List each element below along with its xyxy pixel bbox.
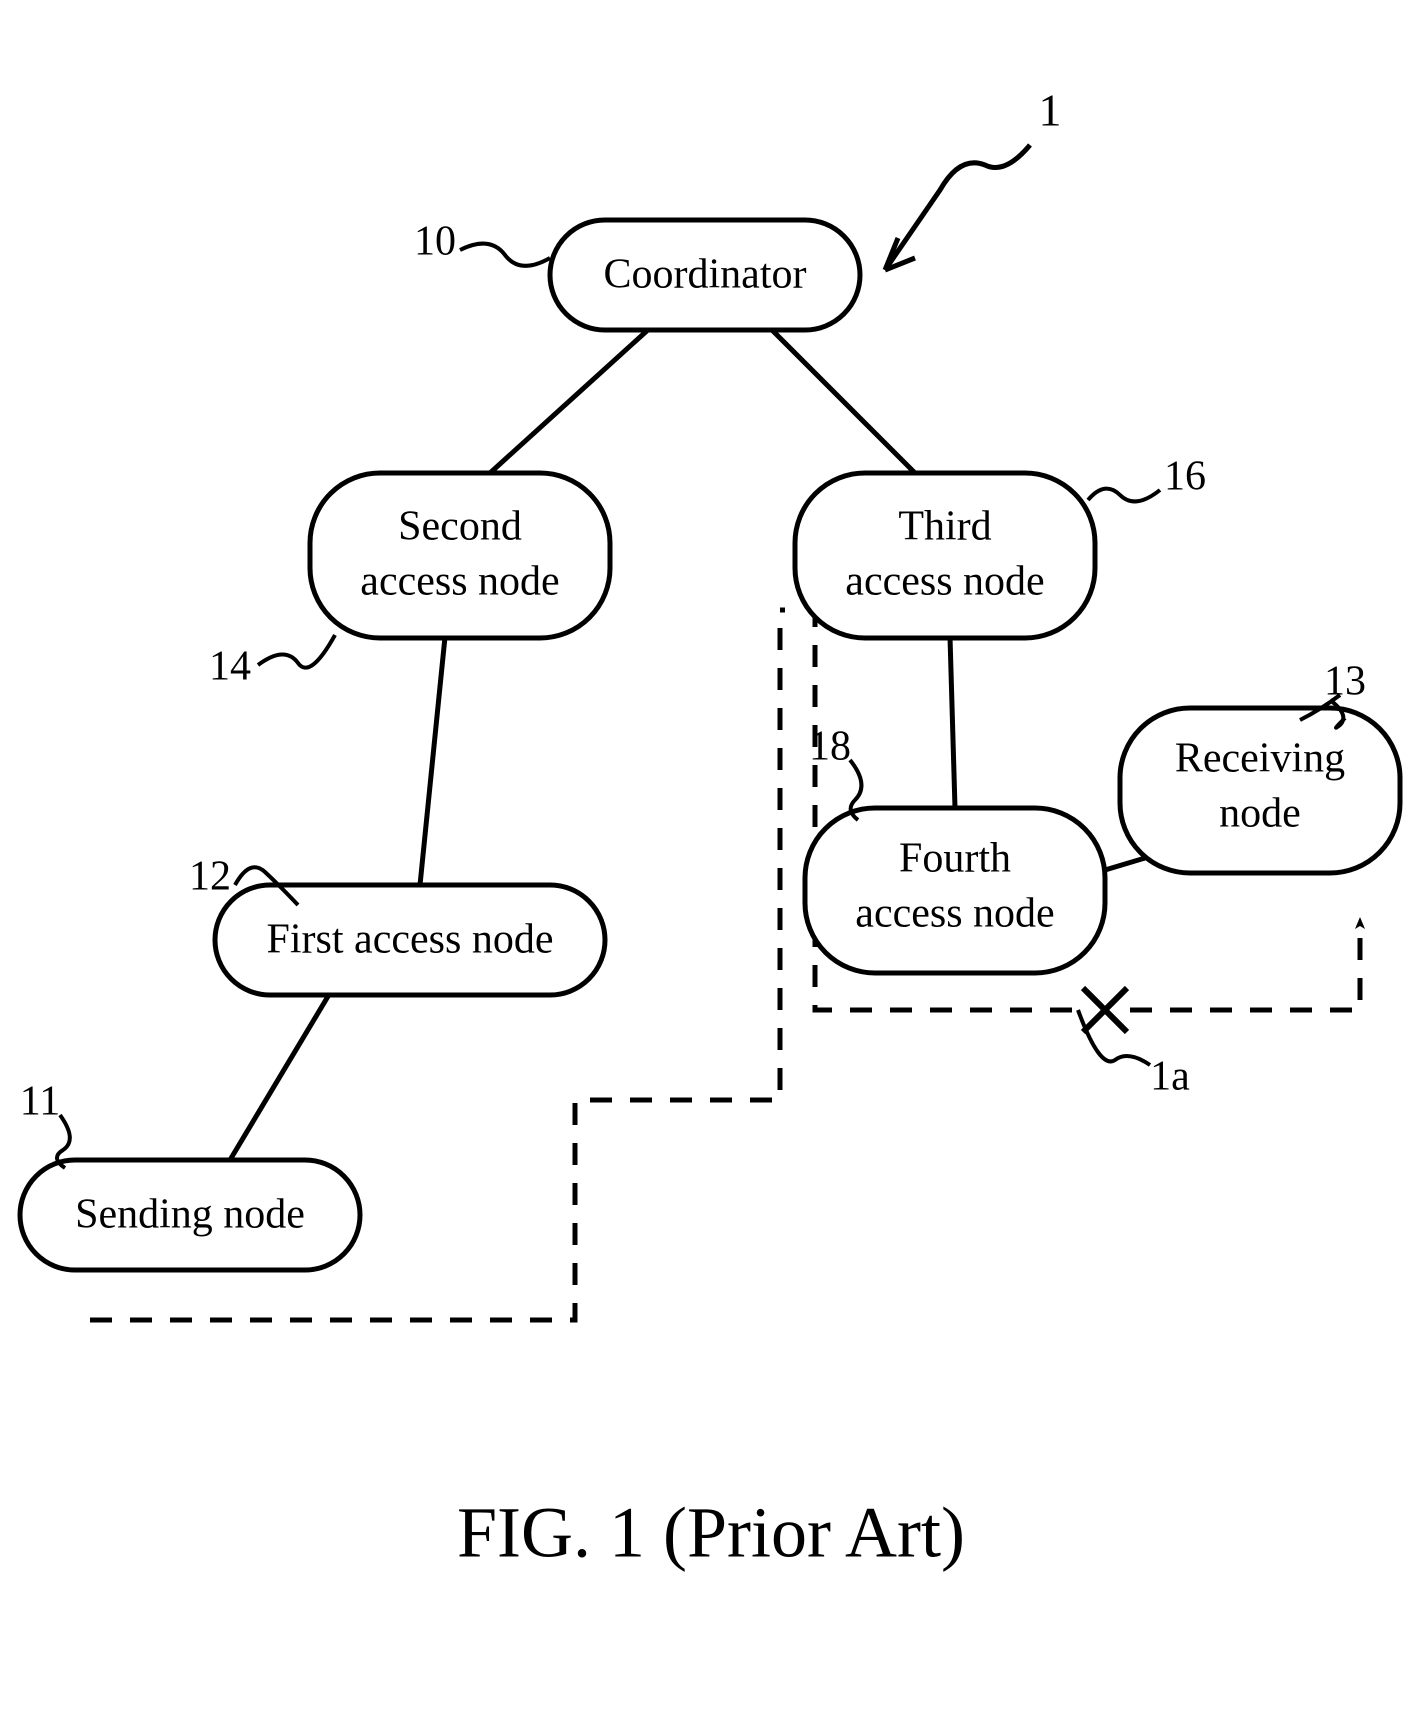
fourth-label-1: Fourth <box>899 836 1011 882</box>
coordinator-ref: 10 <box>414 219 456 265</box>
overall-ref-label: 1 <box>1039 85 1062 136</box>
third-label-1: Third <box>898 504 991 550</box>
fourth-access-node: Fourth access node <box>805 808 1105 973</box>
sending-node: Sending node <box>20 1160 360 1270</box>
third-ref: 16 <box>1164 454 1206 500</box>
first-label: First access node <box>267 917 554 963</box>
path-break-x <box>1083 988 1127 1032</box>
tree-edges <box>230 328 1155 1160</box>
second-ref-pointer <box>258 635 335 668</box>
receiving-ref: 13 <box>1324 659 1366 705</box>
second-access-node: Second access node <box>310 473 610 638</box>
overall-ref-arrow <box>885 145 1030 270</box>
figure-caption: FIG. 1 (Prior Art) <box>457 1493 965 1573</box>
sending-label: Sending node <box>75 1192 305 1238</box>
coordinator-node: Coordinator <box>550 220 860 330</box>
second-label-1: Second <box>398 504 522 550</box>
coordinator-ref-pointer <box>460 244 550 266</box>
second-label-2: access node <box>360 559 559 605</box>
receiving-node: Receiving node <box>1120 708 1400 873</box>
first-access-node: First access node <box>215 885 605 995</box>
receiving-label-2: node <box>1219 791 1301 837</box>
sending-ref: 11 <box>20 1079 60 1125</box>
first-ref: 12 <box>189 854 231 900</box>
path-ref-label: 1a <box>1150 1054 1190 1100</box>
third-ref-pointer <box>1088 489 1160 502</box>
second-ref: 14 <box>209 644 251 690</box>
third-label-2: access node <box>845 559 1044 605</box>
receiving-label-1: Receiving <box>1175 736 1345 782</box>
fourth-ref: 18 <box>809 724 851 770</box>
third-access-node: Third access node <box>795 473 1095 638</box>
fourth-label-2: access node <box>855 891 1054 937</box>
coordinator-label: Coordinator <box>604 252 807 298</box>
